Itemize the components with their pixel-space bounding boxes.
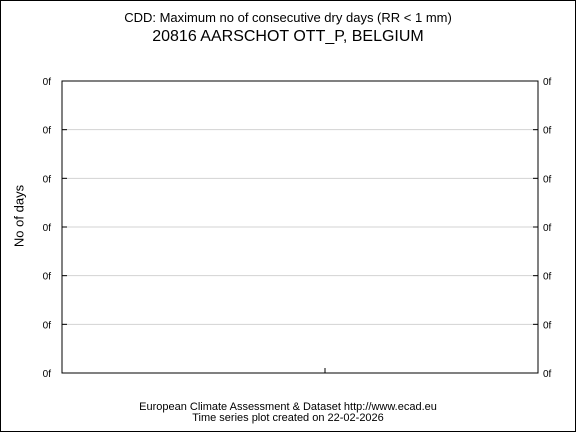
y-tick-label-left: 0f xyxy=(43,77,52,88)
footer-created: Time series plot created on 22-02-2026 xyxy=(192,412,384,424)
y-tick-label-right: 0f xyxy=(543,223,552,234)
y-tick-label-right: 0f xyxy=(543,369,552,380)
y-tick-label-left: 0f xyxy=(43,272,52,283)
y-tick-label-left: 0f xyxy=(43,126,52,137)
y-tick-label-left: 0f xyxy=(43,223,52,234)
y-tick-label-right: 0f xyxy=(543,272,552,283)
y-tick-label-right: 0f xyxy=(543,174,552,185)
y-tick-label-left: 0f xyxy=(43,174,52,185)
y-tick-label-right: 0f xyxy=(543,77,552,88)
y-tick-label-right: 0f xyxy=(543,320,552,331)
y-tick-labels-right: 0f 0f 0f 0f 0f 0f 0f xyxy=(543,77,552,380)
y-tick-label-right: 0f xyxy=(543,126,552,137)
chart-subtitle: 20816 AARSCHOT OTT_P, BELGIUM xyxy=(152,28,424,45)
footer-source: European Climate Assessment & Dataset ht… xyxy=(139,401,437,413)
chart-title: CDD: Maximum no of consecutive dry days … xyxy=(124,10,452,25)
y-tick-label-left: 0f xyxy=(43,320,52,331)
y-tick-label-left: 0f xyxy=(43,369,52,380)
tick-marks xyxy=(62,80,538,374)
grid-lines xyxy=(62,129,538,325)
y-tick-labels-left: 0f 0f 0f 0f 0f 0f 0f xyxy=(43,77,52,380)
